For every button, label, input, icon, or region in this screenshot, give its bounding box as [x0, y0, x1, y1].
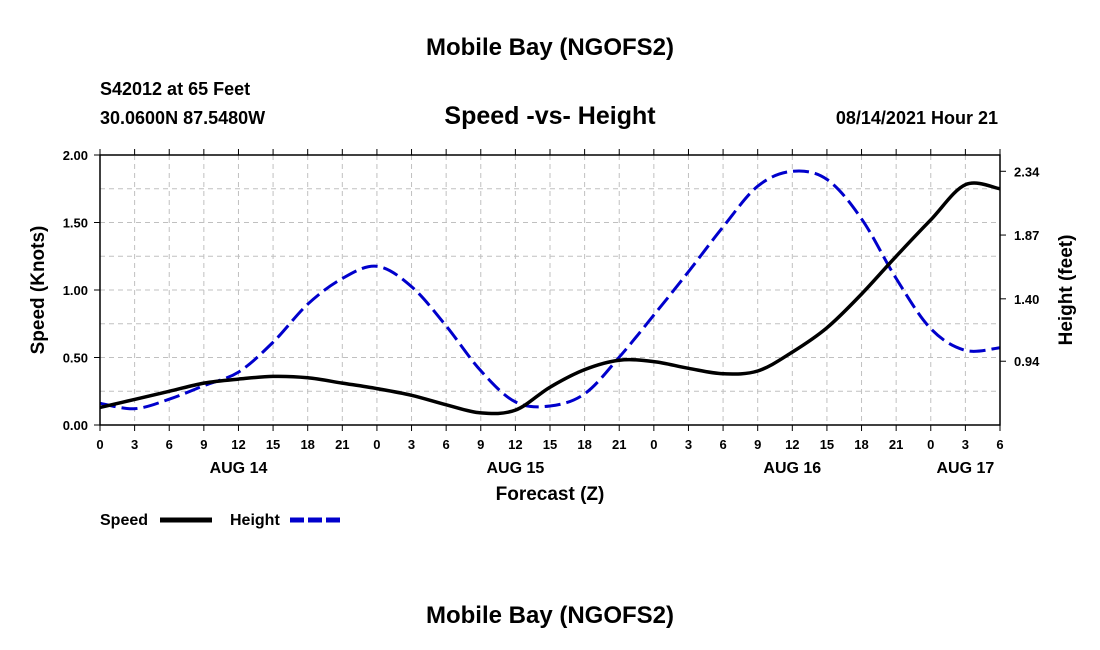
- x-tick-label: 3: [685, 437, 692, 452]
- x-tick-label: 0: [373, 437, 380, 452]
- x-axis-label: Forecast (Z): [496, 484, 605, 505]
- x-tick-label: 3: [131, 437, 138, 452]
- x-tick-label: 6: [719, 437, 726, 452]
- x-day-label: AUG 17: [936, 460, 994, 477]
- x-day-label: AUG 15: [486, 460, 544, 477]
- y-left-tick-label: 1.50: [63, 216, 88, 231]
- x-tick-label: 12: [508, 437, 522, 452]
- y-axis-right-label: Height (feet): [1056, 235, 1077, 346]
- x-tick-label: 9: [754, 437, 761, 452]
- x-tick-label: 6: [996, 437, 1003, 452]
- legend-height-label: Height: [230, 512, 280, 529]
- series-layer: [99, 169, 1001, 416]
- x-tick-label: 15: [543, 437, 557, 452]
- y-right-tick-label: 1.87: [1014, 228, 1039, 243]
- x-day-label: AUG 16: [763, 460, 821, 477]
- y-axis-left-label: Speed (Knots): [28, 226, 49, 355]
- x-tick-label: 0: [96, 437, 103, 452]
- x-tick-label: 6: [166, 437, 173, 452]
- x-tick-label: 9: [477, 437, 484, 452]
- coordinates-label: 30.0600N 87.5480W: [100, 108, 265, 128]
- y-left-tick-label: 0.00: [63, 418, 88, 433]
- x-tick-label: 21: [889, 437, 903, 452]
- y-left-tick-label: 1.00: [63, 283, 88, 298]
- x-tick-label: 6: [443, 437, 450, 452]
- main-title: Mobile Bay (NGOFS2): [426, 34, 674, 61]
- y-right-tick-label: 0.94: [1014, 354, 1040, 369]
- grid-lines: [100, 155, 1000, 425]
- datetime-label: 08/14/2021 Hour 21: [836, 108, 998, 128]
- x-tick-label: 18: [300, 437, 314, 452]
- x-tick-label: 0: [927, 437, 934, 452]
- x-tick-label: 15: [266, 437, 280, 452]
- x-tick-label: 21: [335, 437, 349, 452]
- x-tick-label: 9: [200, 437, 207, 452]
- x-tick-label: 12: [231, 437, 245, 452]
- x-tick-label: 12: [785, 437, 799, 452]
- x-tick-label: 18: [577, 437, 591, 452]
- footer-title: Mobile Bay (NGOFS2): [426, 602, 674, 629]
- tick-marks: [94, 149, 1006, 431]
- x-tick-label: 18: [854, 437, 868, 452]
- x-tick-label: 21: [612, 437, 626, 452]
- x-tick-label: 3: [408, 437, 415, 452]
- x-tick-label: 15: [820, 437, 834, 452]
- y-left-tick-label: 2.00: [63, 148, 88, 163]
- series-line-speed: [99, 181, 1001, 416]
- y-right-tick-label: 2.34: [1014, 164, 1040, 179]
- y-right-tick-label: 1.40: [1014, 292, 1039, 307]
- y-left-tick-label: 0.50: [63, 351, 88, 366]
- tick-labels: 0 3 6 9 12 15 18 21 0 3 6 9 12 15 18 21 0 3 6 9 12 15 18 21 0 3 6A…: [63, 148, 1040, 477]
- chart-title: Speed -vs- Height: [444, 102, 656, 130]
- x-day-label: AUG 14: [210, 460, 268, 477]
- legend: Speed Height: [100, 512, 342, 529]
- series-line-height: [99, 169, 1001, 411]
- x-tick-label: 0: [650, 437, 657, 452]
- station-label: S42012 at 65 Feet: [100, 79, 250, 99]
- legend-speed-label: Speed: [100, 512, 148, 529]
- x-tick-label: 3: [962, 437, 969, 452]
